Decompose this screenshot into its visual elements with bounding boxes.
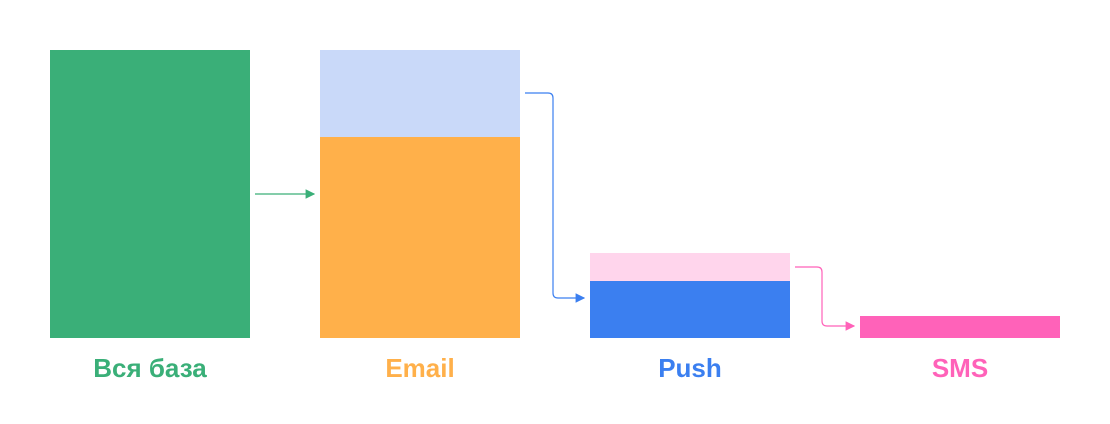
stage-label: Email <box>385 353 454 383</box>
push-remainder <box>590 253 790 281</box>
stage-label: Вся база <box>93 353 207 383</box>
stage-label: SMS <box>932 353 988 383</box>
email-block <box>320 137 520 338</box>
base-block <box>50 50 250 338</box>
email-remainder <box>320 50 520 137</box>
sms-block <box>860 316 1060 338</box>
stage-label: Push <box>658 353 722 383</box>
arrow <box>525 92 586 303</box>
push-block <box>590 281 790 338</box>
arrow <box>795 266 856 331</box>
